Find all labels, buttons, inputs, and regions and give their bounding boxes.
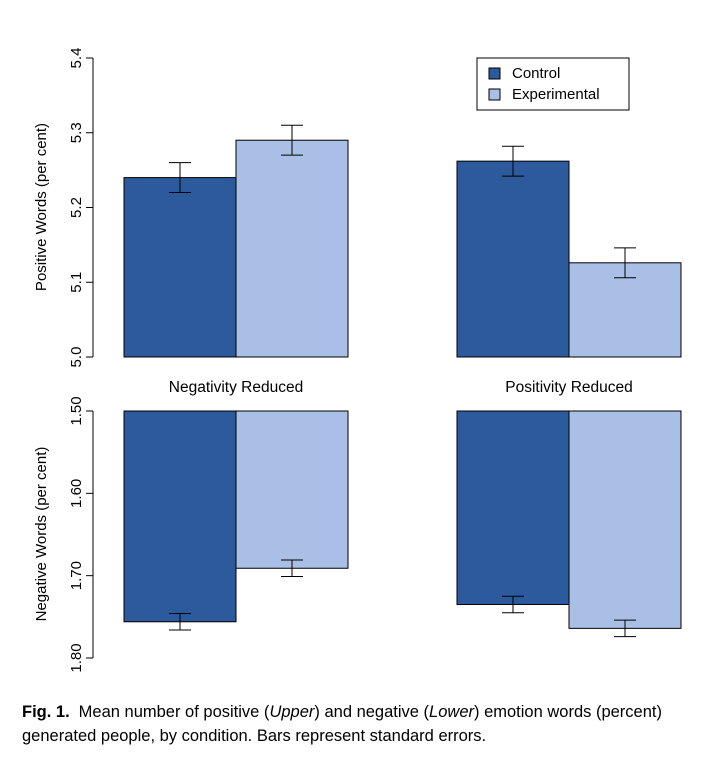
y-tick-label-upper: 5.2 [68, 197, 85, 218]
legend-label-0: Control [512, 65, 560, 82]
bar-upper-experimental-0 [235, 139, 349, 358]
caption-upper: Upper [269, 703, 315, 721]
bar-lower-experimental-1 [568, 410, 682, 629]
caption-text-2: ) and negative ( [314, 703, 430, 721]
caption-lower: Lower [429, 703, 474, 721]
caption-fig-label: Fig. 1. [22, 703, 70, 721]
y-axis-label-lower: Negative Words (per cent) [33, 447, 50, 622]
y-tick-label-upper: 5.3 [68, 122, 85, 143]
bar-upper-experimental-1 [568, 262, 682, 358]
y-tick-label-upper: 5.0 [68, 347, 85, 368]
legend-swatch-0 [488, 67, 501, 80]
category-label-0: Negativity Reduced [169, 379, 303, 396]
y-tick-label-lower: 1.80 [68, 643, 85, 672]
caption-text-3: ) emotion words (percent) generated peop… [22, 703, 662, 745]
y-tick-label-upper: 5.4 [68, 48, 85, 69]
category-label-1: Positivity Reduced [505, 379, 633, 396]
caption-text-1: Mean number of positive ( [78, 703, 270, 721]
figure-caption: Fig. 1. Mean number of positive (Upper) a… [22, 700, 702, 748]
bar-upper-control-1 [456, 160, 570, 358]
bar-lower-control-1 [456, 410, 570, 605]
bar-lower-control-0 [123, 410, 237, 623]
legend-box [476, 57, 630, 111]
bar-upper-control-0 [123, 177, 237, 358]
y-tick-label-lower: 1.70 [68, 561, 85, 590]
y-tick-label-lower: 1.50 [68, 396, 85, 425]
y-axis-label-upper: Positive Words (per cent) [33, 123, 50, 291]
legend-label-1: Experimental [512, 86, 600, 103]
y-tick-label-upper: 5.1 [68, 272, 85, 293]
figure-chart: 5.0 5.1 5.2 5.3 5.4 Positive Words (per cent)… [33, 48, 682, 673]
bar-lower-experimental-0 [235, 410, 349, 569]
y-tick-label-lower: 1.60 [68, 479, 85, 508]
legend-swatch-1 [488, 88, 501, 101]
